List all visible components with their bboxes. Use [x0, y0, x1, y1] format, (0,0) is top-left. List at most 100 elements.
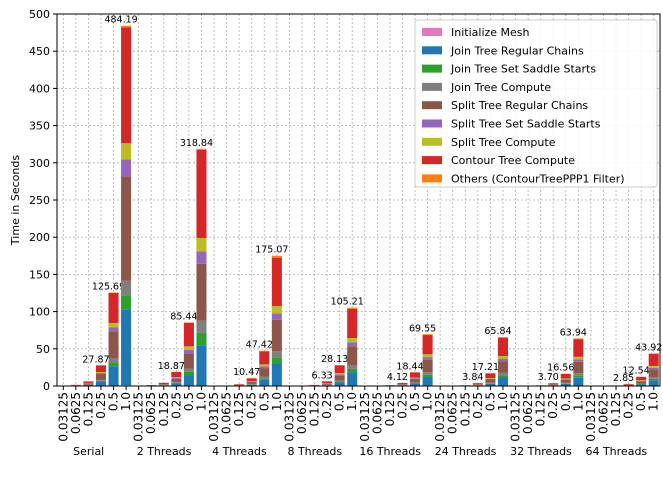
bar-segment [196, 345, 207, 386]
bar-segment [636, 376, 647, 381]
y-tick-label: 500 [29, 8, 50, 21]
total-label: 484.19 [104, 15, 137, 26]
legend-swatch [422, 46, 442, 55]
bar-segment [246, 384, 257, 386]
x-tick-label: 0.25 [94, 392, 108, 419]
bar-segment [485, 383, 496, 384]
x-tick-label: 0.5 [182, 392, 196, 411]
bar-segment [347, 338, 358, 343]
bar-segment [171, 383, 182, 386]
legend-swatch [422, 174, 442, 183]
legend-swatch [422, 101, 442, 110]
x-tick-label: 1.0 [345, 392, 359, 411]
bar-segment [259, 366, 270, 369]
bar-segment [497, 358, 508, 362]
bar-segment [410, 382, 421, 384]
bar-segment [497, 355, 508, 359]
x-tick-label: 0.5 [107, 392, 121, 411]
bar-segment [334, 374, 345, 376]
bar-segment [158, 382, 169, 384]
x-tick-label: 0.0625 [596, 392, 610, 434]
total-label: 27.87 [82, 354, 109, 365]
group-label: 16 Threads [359, 445, 421, 458]
bar-segment [472, 384, 483, 386]
bar-segment [171, 377, 182, 379]
bar-segment [347, 372, 358, 386]
y-tick-label: 50 [36, 343, 50, 356]
x-tick-label: 0.125 [81, 392, 95, 426]
x-tick-label: 0.125 [609, 392, 623, 426]
bar-segment [410, 383, 421, 384]
bar-segment [121, 27, 132, 144]
bar-segment [196, 320, 207, 333]
bar-segment [347, 342, 358, 347]
bar-segment [196, 148, 207, 150]
bar-segment [636, 384, 647, 386]
bar-segment [648, 380, 659, 386]
total-label: 2.85 [613, 373, 634, 384]
bar-segment [623, 384, 634, 386]
bar-segment [347, 307, 358, 309]
bar-segment [171, 372, 182, 378]
bar-segment [497, 337, 508, 338]
bar-segment [573, 361, 584, 374]
bar-segment [573, 377, 584, 386]
x-tick-label: 0.0625 [295, 392, 309, 434]
legend-box [414, 19, 658, 188]
x-tick-label: 0.5 [257, 392, 271, 411]
total-label: 105.21 [331, 297, 364, 308]
bar-segment [485, 383, 496, 386]
bar-segment [246, 382, 257, 384]
y-tick-label: 150 [29, 268, 50, 281]
x-tick-label: 0.125 [383, 392, 397, 426]
bar-segment [183, 346, 194, 350]
bar-segment [95, 379, 106, 381]
bar-segment [422, 354, 433, 358]
bar-segment [108, 358, 119, 363]
x-tick-label: 0.25 [169, 392, 183, 419]
bar-segment [422, 359, 433, 373]
bar-segment [259, 350, 270, 352]
bar-segment [271, 306, 282, 314]
x-tick-label: 1.0 [647, 392, 661, 411]
bar-segment [497, 377, 508, 386]
bar-segment [347, 368, 358, 373]
bar-segment [196, 263, 207, 321]
y-tick-label: 400 [29, 82, 50, 95]
bar-segment [171, 382, 182, 384]
bar-segment [334, 373, 345, 375]
x-tick-label: 1.0 [571, 392, 585, 411]
bar-segment [183, 353, 194, 369]
bar-segment [485, 379, 496, 383]
y-tick-label: 450 [29, 45, 50, 58]
bar-segment [347, 346, 358, 366]
bar-segment [158, 384, 169, 386]
bar-segment [121, 176, 132, 281]
bar-segment [271, 255, 282, 258]
x-tick-label: 1.0 [194, 392, 208, 411]
legend-label: Join Tree Compute [450, 81, 551, 94]
bar-segment [271, 351, 282, 358]
x-tick-label: 0.03125 [358, 392, 372, 442]
bar-segment [183, 322, 194, 347]
x-tick-label: 0.125 [308, 392, 322, 426]
bar-segment [648, 353, 659, 366]
bar-segment [196, 332, 207, 346]
legend-swatch [422, 28, 442, 36]
x-tick-label: 0.25 [546, 392, 560, 419]
x-tick-label: 1.0 [270, 392, 284, 411]
x-tick-label: 0.03125 [509, 392, 523, 442]
total-label: 16.56 [547, 363, 574, 374]
total-label: 28.13 [321, 354, 348, 365]
bar-segment [410, 372, 421, 378]
bar-segment [636, 381, 647, 384]
group-label: 4 Threads [212, 445, 267, 458]
x-tick-label: 0.03125 [132, 392, 146, 442]
total-label: 18.87 [158, 361, 185, 372]
bar-segment [246, 378, 257, 382]
legend-label: Contour Tree Compute [451, 154, 575, 167]
x-tick-label: 0.03125 [433, 392, 447, 442]
bar-segment [573, 373, 584, 376]
bar-segment [497, 337, 508, 356]
legend-label: Split Tree Regular Chains [451, 99, 588, 112]
